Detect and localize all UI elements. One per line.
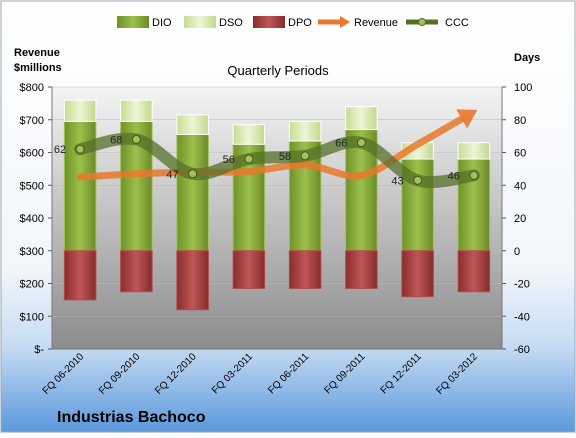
ccc-point (244, 154, 254, 164)
dpo-bar (63, 250, 97, 301)
company-name: Industrias Bachoco (57, 409, 206, 426)
left-tick-label: $300 (20, 246, 44, 258)
chart-title: Quarterly Periods (227, 63, 329, 78)
dso-bar (232, 124, 266, 145)
ccc-point (469, 170, 479, 180)
dso-bar (176, 114, 209, 135)
legend-revenue-arrowhead (340, 16, 350, 28)
dio-bar (176, 133, 209, 252)
left-axis-label-line1: Revenue (14, 47, 60, 59)
dpo-bar (288, 250, 322, 289)
left-tick-label: $600 (20, 148, 44, 160)
legend-item-revenue: Revenue (318, 16, 398, 29)
dpo-bar (120, 250, 153, 293)
ccc-data-label: 56 (223, 154, 235, 166)
legend-item-dio: DIO (117, 16, 172, 29)
dpo-bar (345, 250, 378, 289)
left-tick-label: $500 (20, 180, 44, 192)
right-axis-label: Days (514, 52, 540, 64)
ccc-data-label: 47 (166, 169, 178, 181)
left-tick-label: $700 (20, 115, 44, 127)
ccc-point (356, 138, 366, 148)
right-tick-label: -60 (514, 344, 530, 356)
legend-label-ccc: CCC (445, 17, 469, 29)
right-tick-label: 100 (514, 82, 532, 94)
ccc-point (75, 144, 85, 154)
legend: DIO DSO DPO Revenue CCC (117, 16, 469, 29)
dso-bar (345, 106, 378, 131)
dso-bar (457, 142, 491, 160)
legend-label-dso: DSO (219, 17, 243, 29)
legend-item-dpo: DPO (253, 16, 312, 29)
right-tick-label: 60 (514, 148, 526, 160)
ccc-data-label: 68 (110, 134, 122, 146)
dso-bar (120, 99, 153, 122)
left-tick-label: $- (34, 344, 44, 356)
right-tick-label: -20 (514, 279, 530, 291)
dso-bar (63, 99, 97, 122)
left-tick-label: $400 (20, 213, 44, 225)
revenue-line (76, 115, 466, 181)
bars (63, 99, 491, 311)
left-tick-label: $200 (20, 279, 44, 291)
left-axis-label-line2: $millions (14, 62, 62, 74)
legend-label-revenue: Revenue (354, 17, 398, 29)
lines: 62 68 47 56 58 66 43 46 (54, 109, 480, 188)
ccc-data-label: 66 (335, 138, 347, 150)
right-tick-label: 0 (514, 246, 520, 258)
legend-swatch-dso (184, 16, 216, 28)
legend-ccc-marker (418, 18, 426, 26)
legend-item-ccc: CCC (406, 17, 469, 29)
right-tick-label: 40 (514, 180, 526, 192)
dpo-bar (401, 250, 434, 298)
ccc-point (131, 134, 141, 144)
ccc-point (300, 151, 310, 161)
legend-label-dio: DIO (152, 17, 172, 29)
ccc-point (413, 175, 423, 185)
legend-label-dpo: DPO (288, 17, 312, 29)
legend-swatch-dio (117, 16, 149, 28)
ccc-data-label: 62 (54, 144, 66, 156)
dso-bar (288, 120, 322, 142)
dpo-bar (176, 250, 209, 311)
right-tick-label: 80 (514, 115, 526, 127)
legend-swatch-dpo (253, 16, 285, 28)
left-tick-label: $800 (20, 82, 44, 94)
ccc-data-label: 58 (279, 151, 291, 163)
dpo-bar (457, 250, 491, 293)
legend-item-dso: DSO (184, 16, 243, 29)
revenue-arrowhead (456, 109, 478, 129)
right-tick-label: -40 (514, 311, 530, 323)
left-tick-label: $100 (20, 311, 44, 323)
right-tick-label: 20 (514, 213, 526, 225)
ccc-data-label: 46 (448, 170, 460, 182)
ccc-data-label: 43 (391, 175, 403, 187)
ccc-point (188, 169, 198, 179)
dpo-bar (232, 250, 266, 289)
ccc-line (74, 132, 480, 188)
